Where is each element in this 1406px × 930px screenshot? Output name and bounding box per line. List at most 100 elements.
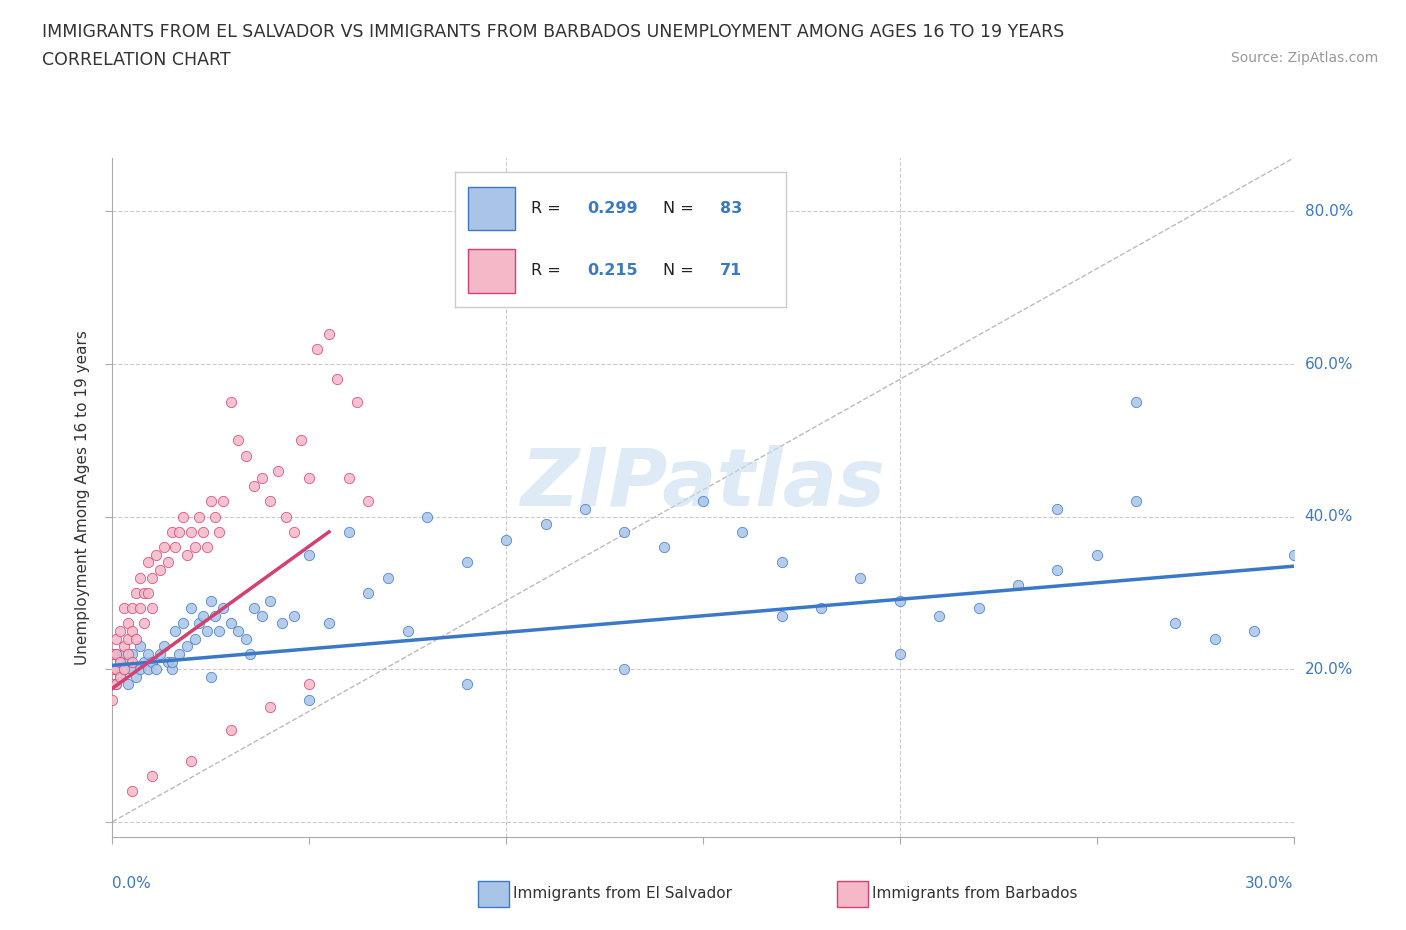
Point (129, 662, 152, 677)
Point (101, 692, 124, 707)
Point (191, 608, 214, 623)
Point (259, 700, 281, 715)
Point (283, 608, 305, 623)
Point (357, 586, 380, 601)
Point (307, 341, 329, 356)
Text: 30.0%: 30.0% (1246, 876, 1294, 891)
Point (101, 662, 124, 677)
Point (180, 601, 202, 616)
Point (416, 510, 439, 525)
Point (110, 670, 132, 684)
Point (132, 586, 155, 601)
Point (456, 555, 478, 570)
Point (117, 646, 139, 661)
Point (176, 548, 198, 563)
Point (136, 662, 159, 677)
Point (169, 525, 191, 539)
Point (928, 608, 950, 623)
Point (235, 631, 257, 646)
Point (1085, 548, 1108, 563)
Point (219, 616, 242, 631)
Point (1125, 394, 1147, 409)
Point (270, 616, 292, 631)
Point (1282, 548, 1305, 563)
Point (141, 768, 163, 783)
Point (165, 624, 187, 639)
Point (692, 494, 714, 509)
Point (117, 631, 139, 646)
Point (169, 646, 191, 661)
Point (208, 624, 231, 639)
Text: 0.0%: 0.0% (112, 876, 152, 891)
Point (141, 570, 163, 585)
Point (1204, 631, 1226, 646)
Point (574, 501, 596, 516)
Point (456, 677, 478, 692)
Point (112, 662, 135, 677)
Text: 40.0%: 40.0% (1305, 509, 1353, 525)
Point (172, 616, 194, 631)
Point (112, 639, 135, 654)
Point (195, 624, 218, 639)
Text: IMMIGRANTS FROM EL SALVADOR VS IMMIGRANTS FROM BARBADOS UNEMPLOYMENT AMONG AGES : IMMIGRANTS FROM EL SALVADOR VS IMMIGRANT… (42, 23, 1064, 41)
Text: Immigrants from El Salvador: Immigrants from El Salvador (513, 886, 733, 901)
Point (298, 471, 321, 485)
Point (613, 525, 636, 539)
Point (228, 432, 250, 447)
Point (243, 601, 266, 616)
Point (267, 463, 290, 478)
Point (337, 471, 360, 485)
Point (110, 624, 132, 639)
Point (149, 646, 172, 661)
Point (101, 662, 124, 677)
Point (125, 586, 148, 601)
Point (211, 601, 233, 616)
Point (180, 753, 202, 768)
Point (149, 563, 172, 578)
Point (121, 662, 143, 677)
Point (1046, 501, 1069, 516)
Point (105, 631, 128, 646)
Point (326, 372, 349, 387)
Point (121, 646, 143, 661)
Point (318, 616, 340, 631)
Point (121, 784, 143, 799)
Point (1007, 578, 1029, 592)
Point (235, 448, 257, 463)
Point (105, 646, 128, 661)
Point (117, 616, 139, 631)
Point (152, 639, 174, 654)
Point (112, 662, 135, 677)
Point (141, 654, 163, 669)
Point (117, 677, 139, 692)
Point (337, 525, 360, 539)
Point (731, 525, 754, 539)
Point (129, 601, 152, 616)
Point (110, 670, 132, 684)
Point (346, 394, 368, 409)
Point (239, 646, 262, 661)
Point (132, 654, 155, 669)
Point (204, 608, 226, 623)
Point (105, 662, 128, 677)
Text: 60.0%: 60.0% (1305, 356, 1353, 372)
Point (172, 510, 194, 525)
Point (129, 570, 152, 585)
Point (889, 593, 911, 608)
Point (101, 646, 124, 661)
Point (228, 624, 250, 639)
Point (141, 601, 163, 616)
Point (112, 601, 135, 616)
Point (110, 654, 132, 669)
Point (200, 494, 222, 509)
Point (274, 510, 297, 525)
Point (219, 723, 242, 737)
Point (283, 525, 305, 539)
Point (110, 654, 132, 669)
Point (136, 586, 159, 601)
Point (770, 555, 793, 570)
Point (243, 479, 266, 494)
Point (211, 494, 233, 509)
Point (889, 646, 911, 661)
Point (121, 601, 143, 616)
